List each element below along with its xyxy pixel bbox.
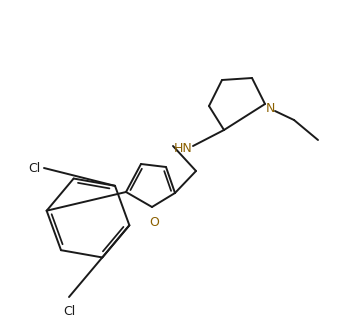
Text: Cl: Cl xyxy=(28,162,40,174)
Text: HN: HN xyxy=(174,141,192,154)
Text: N: N xyxy=(265,101,275,114)
Text: Cl: Cl xyxy=(63,305,75,318)
Text: O: O xyxy=(149,216,159,229)
